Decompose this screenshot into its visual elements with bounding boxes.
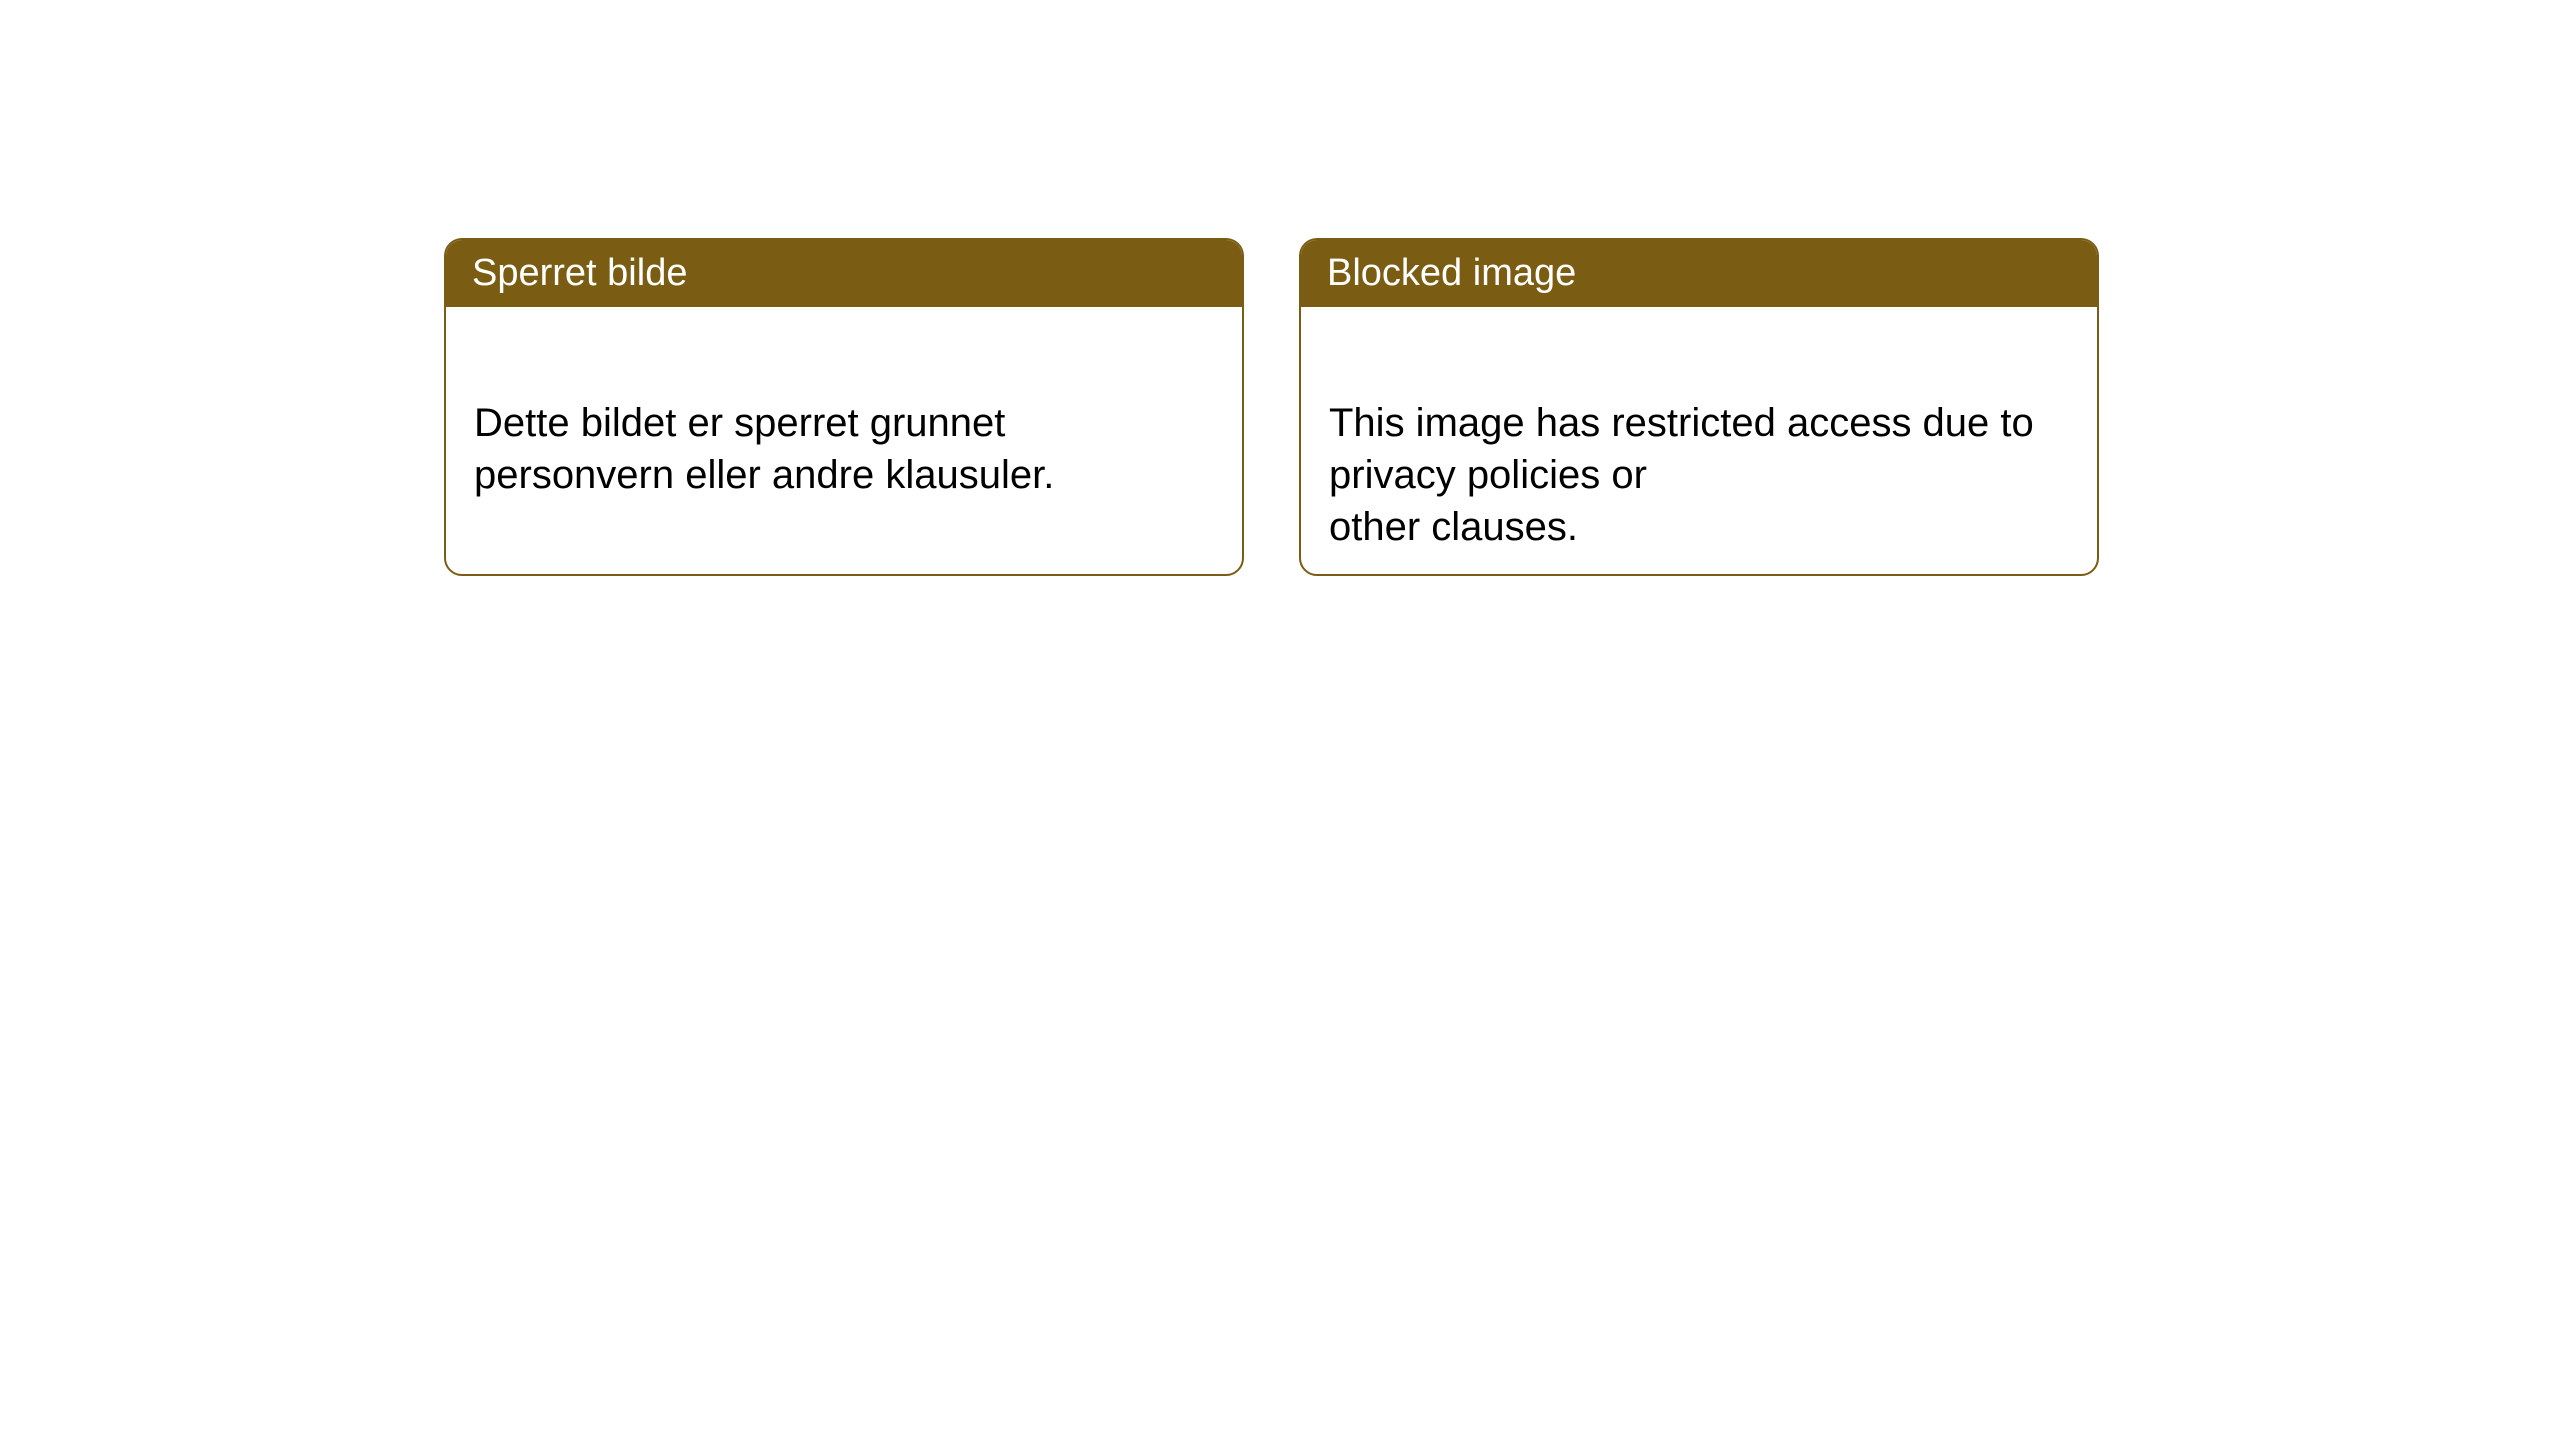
notice-body-text: Dette bildet er sperret grunnet personve… (474, 401, 1054, 497)
notice-body: Dette bildet er sperret grunnet personve… (446, 307, 1242, 539)
notice-header: Sperret bilde (446, 240, 1242, 307)
notice-header: Blocked image (1301, 240, 2097, 307)
notice-title: Blocked image (1327, 252, 1576, 294)
notice-title: Sperret bilde (472, 252, 687, 294)
notice-card-norwegian: Sperret bilde Dette bildet er sperret gr… (444, 238, 1244, 576)
notice-body: This image has restricted access due to … (1301, 307, 2097, 576)
notice-container: Sperret bilde Dette bildet er sperret gr… (0, 0, 2560, 576)
notice-card-english: Blocked image This image has restricted … (1299, 238, 2099, 576)
notice-body-text: This image has restricted access due to … (1329, 401, 2034, 549)
